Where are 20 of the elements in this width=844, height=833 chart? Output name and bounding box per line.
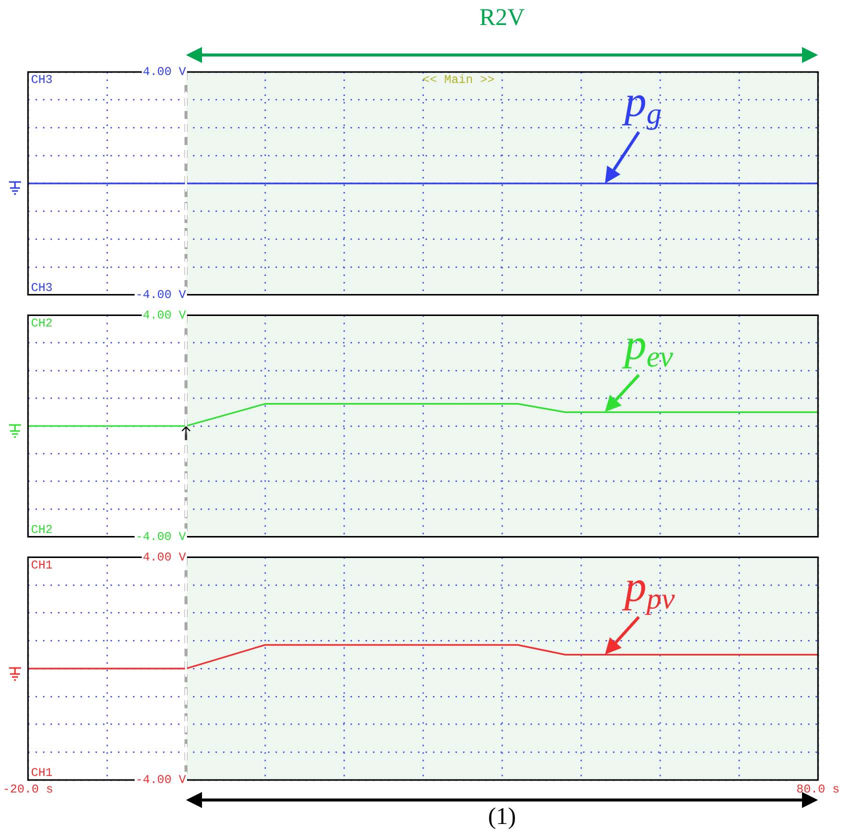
- series-label: p$_{g}$: [624, 77, 662, 130]
- series-label: p$_{ev}$: [624, 320, 674, 374]
- y-tick-label: 4.00 V: [142, 550, 187, 564]
- series-label: p$_{pv}$: [624, 562, 675, 616]
- chart-title: CH2: [31, 316, 53, 330]
- annotation: << Main >>: [422, 73, 495, 88]
- y-tick-label: -4.00 V: [136, 288, 187, 302]
- y-tick-label: 4.00 V: [142, 65, 187, 80]
- y-tick-label: 4.00 V: [142, 308, 187, 322]
- annotation: CH1: [31, 766, 53, 780]
- chart-title: CH1: [31, 558, 53, 572]
- y-tick-label: -4.00 V: [136, 530, 187, 544]
- annotation: CH3: [31, 280, 53, 295]
- x-tick-label: -20.0 s: [2, 782, 54, 796]
- text: (1): [488, 804, 516, 830]
- chart-title: CH3: [31, 73, 53, 88]
- x-tick-label: 80.0 s: [796, 782, 840, 796]
- annotation: CH2: [31, 522, 53, 537]
- y-tick-label: -4.00 V: [136, 773, 187, 788]
- text: R2V: [479, 5, 525, 31]
